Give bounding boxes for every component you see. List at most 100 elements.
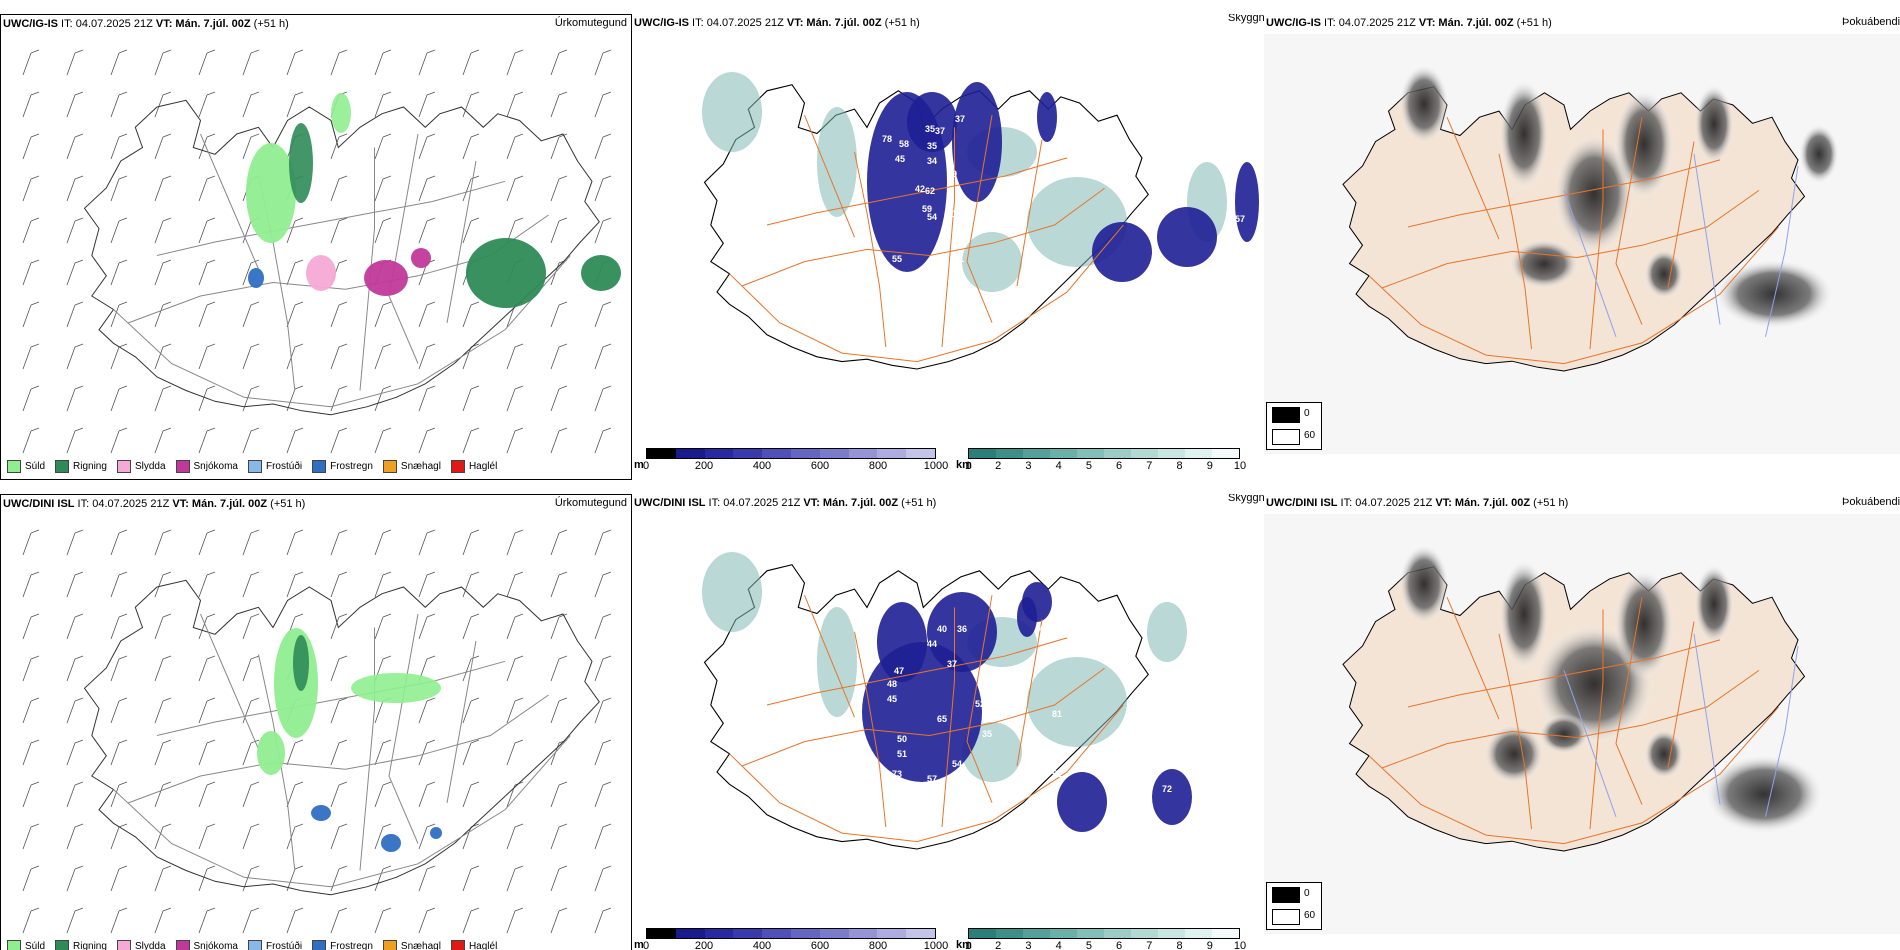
precip-area [411,248,431,268]
legend-label: Slydda [134,461,166,472]
init-time: IT: 04.07.2025 21Z [1337,497,1436,509]
visibility-area [1027,657,1127,747]
visibility-area [1147,602,1187,662]
fog-map-canvas [1264,514,1900,934]
colorbar-segment [1185,449,1212,458]
colorbar-segment [819,449,849,458]
colorbar-tick: 600 [810,460,830,472]
ceiling-value-label: 78 [882,134,892,144]
colorbar-segment [1050,449,1077,458]
colorbar-tick: 8 [1176,940,1183,950]
colorbar-tick: 800 [868,460,888,472]
legend-item: Frostregn [312,940,373,950]
legend-swatch [312,460,327,473]
ceiling-colorbar: 0 200 400 600 800 1000 m [634,448,948,473]
fog-area [1484,724,1544,784]
map-header: UWC/DINI ISL IT: 04.07.2025 21Z VT: Mán.… [3,497,305,511]
legend-label: Súld [25,461,46,472]
visibility-title: Skyggni [1228,494,1264,504]
precip-area [351,673,441,703]
colorbar-unit: m [634,939,644,950]
map-header: UWC/DINI ISL IT: 04.07.2025 21Z VT: Mán.… [1266,496,1568,510]
visibility-area [702,72,762,152]
colorbar-unit: km [956,939,972,950]
colorbar-tick: 6 [1116,460,1123,472]
ceiling-value-label: 73 [892,769,902,779]
ceiling-area [952,82,1002,202]
legend-swatch [382,460,397,473]
colorbar-segment [790,929,820,938]
ceiling-colorbar: 0 200 400 600 800 1000 m [634,928,948,950]
valid-time: VT: Mán. 7.júl. 00Z [803,497,899,509]
legend-swatch [7,460,21,473]
colorbar-segment [996,929,1023,938]
ceiling-value-label: 59 [947,169,957,179]
road-network [1368,597,1779,845]
ceiling-value-label: 35 [927,141,937,151]
ceiling-value-label: 59 [922,204,932,214]
precip-type-map: UWC/DINI ISL IT: 04.07.2025 21Z VT: Mán.… [0,494,632,950]
visibility-colorbar: 1 2 3 4 5 6 7 8 9 10 km [956,928,1246,950]
ceiling-value-label: 57 [1235,214,1245,224]
precip-map-canvas [22,49,621,454]
fog-legend-label: 60 [1304,910,1316,921]
legend-item: Slydda [116,940,166,950]
colorbar-tick: 7 [1146,940,1153,950]
colorbar-tick: 200 [694,460,714,472]
ceiling-value-label: 25 [1127,789,1137,799]
colorbar-tick: 0 [642,460,650,472]
fog-indicator-map: UWC/DINI ISL IT: 04.07.2025 21Z VT: Mán.… [1264,494,1900,950]
colorbar-tick: 4 [1055,940,1062,950]
colorbar-tick: 800 [868,940,888,950]
colorbar-segment [1158,449,1185,458]
ceiling-value-label: 45 [887,694,897,704]
ceiling-value-label: 81 [1052,709,1062,719]
road-network [729,595,1124,843]
legend-label: Haglél [468,461,498,472]
colorbar-tick: 4 [1055,460,1062,472]
colorbar-segment [1185,929,1212,938]
legend-swatch [312,940,327,950]
ceiling-value-label: 54 [927,212,937,222]
colorbar-tick: 8 [1176,460,1183,472]
fog-map-canvas [1264,34,1900,454]
colorbar-segment [1212,449,1239,458]
road-network [113,133,571,408]
map-header: UWC/IG-IS IT: 04.07.2025 21Z VT: Mán. 7.… [3,17,289,31]
legend-swatch [450,940,465,950]
legend-item: Frostúði [247,940,303,950]
colorbar-unit: km [956,459,972,471]
ceiling-value-label: 62 [925,186,935,196]
colorbar-tick: 3 [1025,460,1032,472]
wind-barbs [22,529,612,934]
ceiling-value-label: 55 [892,254,902,264]
ceiling-area [1057,772,1107,832]
ceiling-area [1017,597,1037,637]
ceiling-area [927,592,997,672]
colorbar-tick: 1000 [923,940,949,950]
legend-label: Rigning [73,941,107,950]
colorbar-segment [704,449,734,458]
ceiling-value-label: 41 [954,254,964,264]
model-name: UWC/IG-IS [3,18,58,30]
precip-area [293,635,309,691]
ceiling-value-label: 58 [899,139,909,149]
init-time: IT: 04.07.2025 21Z [689,17,787,29]
road-network [1368,117,1779,365]
legend-swatch [116,940,131,950]
legend-label: Slydda [134,941,166,950]
legend-swatch [116,460,131,473]
legend-swatch [55,940,70,950]
colorbar-tick: 7 [1146,460,1153,472]
ceiling-area [907,92,957,152]
precip-type-map: UWC/IG-IS IT: 04.07.2025 21Z VT: Mán. 7.… [0,14,632,480]
colorbar-tick: 200 [694,940,714,950]
ceiling-area [1157,207,1217,267]
legend-label: Frostregn [330,941,373,950]
model-name: UWC/DINI ISL [634,497,706,509]
map-title: Úrkomutegund [554,17,627,29]
legend-swatch [175,460,190,473]
colorbar-tick: 5 [1085,940,1092,950]
legend-label: Frostúði [265,941,303,950]
